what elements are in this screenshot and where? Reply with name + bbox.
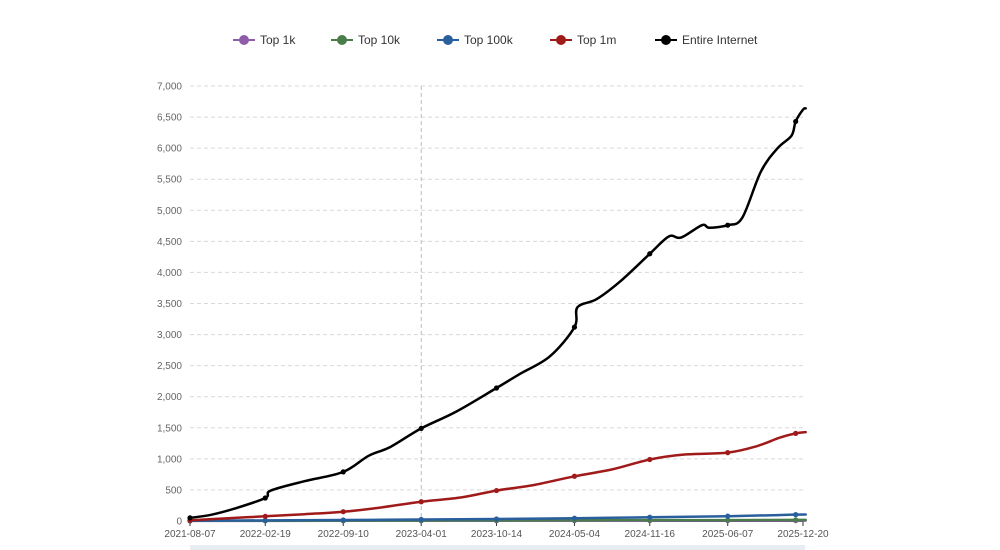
y-tick-label-4-500: 4,500 (157, 237, 182, 248)
y-tick-label-3-500: 3,500 (157, 299, 182, 310)
x-tick-label-2024-05-04: 2024-05-04 (549, 529, 601, 540)
legend-dot-top-1m-icon (556, 35, 566, 45)
data-point-top-1m-2024-05-04 (571, 473, 578, 479)
legend-dot-top-100k-icon (443, 35, 453, 45)
legend-dot-entire-internet-icon (661, 35, 671, 45)
data-point-top-100k-2025-06-07 (725, 513, 731, 519)
data-point-top-100k-2022-02-19 (262, 517, 268, 523)
y-tick-label-5-500: 5,500 (157, 175, 182, 186)
x-tick-label-2023-10-14: 2023-10-14 (471, 529, 523, 540)
x-tick-label-2025-12-20: 2025-12-20 (777, 529, 829, 540)
y-tick-label-2-000: 2,000 (157, 392, 182, 403)
x-tick-label-2022-09-10: 2022-09-10 (318, 529, 370, 540)
data-point-top-1m-2024-11-16 (647, 456, 653, 463)
y-tick-label-0: 0 (176, 517, 182, 528)
data-point-entire-internet-2024-11-16 (647, 251, 653, 257)
data-point-top-100k-2023-10-14 (493, 516, 500, 522)
y-tick-label-6-000: 6,000 (157, 144, 182, 155)
x-tick-label-2021-08-07: 2021-08-07 (164, 529, 216, 540)
data-point-entire-internet-2022-02-19 (262, 495, 268, 501)
legend-item-top-100k[interactable]: Top 100k (437, 30, 513, 50)
legend-dot-top-1k-icon (239, 35, 249, 45)
legend-item-top-10k[interactable]: Top 10k (331, 30, 400, 50)
legend-label-top-1m: Top 1m (577, 33, 617, 47)
legend-swatch-top-1k (233, 30, 255, 50)
legend-swatch-top-1m (550, 30, 572, 50)
data-point-entire-internet-2023-04-01 (418, 425, 424, 432)
legend-swatch-entire-internet (655, 30, 677, 50)
x-tick-label-2023-04-01: 2023-04-01 (396, 529, 448, 540)
y-tick-label-3-000: 3,000 (157, 330, 182, 341)
data-point-entire-internet-2022-09-10 (340, 469, 346, 475)
data-point-top-1m-2022-09-10 (340, 509, 346, 515)
x-tick-label-2025-06-07: 2025-06-07 (702, 529, 754, 540)
legend-label-top-1k: Top 1k (260, 33, 296, 47)
series-top-1m (187, 430, 807, 523)
data-point-top-1m-2023-10-14 (493, 487, 500, 494)
legend: Top 1k Top 10k Top 100k Top 1m (0, 30, 1000, 50)
x-tick-label-2022-02-19: 2022-02-19 (240, 529, 292, 540)
data-point-top-1m-2023-04-01 (418, 499, 424, 505)
legend-item-entire-internet[interactable]: Entire Internet (655, 30, 757, 50)
series-line-top-1m (188, 430, 807, 522)
data-point-top-10k-2025-12-01 (793, 517, 799, 523)
data-point-top-1m-2025-06-07 (725, 450, 731, 456)
data-point-top-100k-2025-12-01 (793, 511, 799, 518)
data-point-top-100k-2024-11-16 (647, 514, 653, 520)
legend-label-top-10k: Top 10k (358, 33, 401, 47)
y-tick-label-500: 500 (165, 485, 182, 496)
y-tick-label-1-500: 1,500 (157, 423, 182, 434)
data-point-entire-internet-2021-08-07 (187, 515, 193, 521)
range-scrollbar[interactable] (190, 545, 805, 550)
y-tick-label-7-000: 7,000 (157, 82, 182, 93)
data-point-top-1m-2025-12-01 (793, 430, 799, 436)
series-layer (187, 107, 807, 524)
y-tick-label-1-000: 1,000 (157, 454, 182, 465)
data-point-top-1m-2022-02-19 (262, 513, 268, 519)
legend-label-top-100k: Top 100k (464, 33, 513, 47)
data-point-top-100k-2024-05-04 (571, 515, 578, 521)
axis-layer: 0 500 1,000 1,500 2,000 2,500 3,000 3,500 4,000 4… (157, 82, 829, 541)
data-point-entire-internet-2024-05-04 (571, 324, 578, 330)
data-point-top-100k-2023-04-01 (418, 516, 424, 523)
legend-swatch-top-10k (331, 30, 353, 50)
grid-layer (190, 85, 803, 521)
series-line-top-100k (188, 513, 807, 522)
legend-item-top-1k[interactable]: Top 1k (233, 30, 295, 50)
y-tick-label-5-000: 5,000 (157, 206, 182, 217)
series-line-entire-internet (188, 107, 807, 520)
data-point-top-10k-2025-06-07 (725, 517, 731, 523)
y-tick-label-2-500: 2,500 (157, 361, 182, 372)
legend-item-top-1m[interactable]: Top 1m (550, 30, 616, 50)
data-point-entire-internet-2025-06-07 (725, 222, 731, 228)
y-tick-label-4-000: 4,000 (157, 268, 182, 279)
series-entire-internet (187, 107, 807, 521)
data-point-entire-internet-2023-10-14 (493, 385, 500, 391)
legend-dot-top-10k-icon (337, 35, 347, 45)
legend-label-entire-internet: Entire Internet (682, 33, 758, 47)
y-tick-label-6-500: 6,500 (157, 113, 182, 124)
data-point-entire-internet-2025-12-01 (793, 118, 799, 125)
x-tick-label-2024-11-16: 2024-11-16 (625, 529, 676, 540)
data-point-top-100k-2022-09-10 (340, 517, 346, 523)
legend-swatch-top-100k (437, 30, 459, 50)
